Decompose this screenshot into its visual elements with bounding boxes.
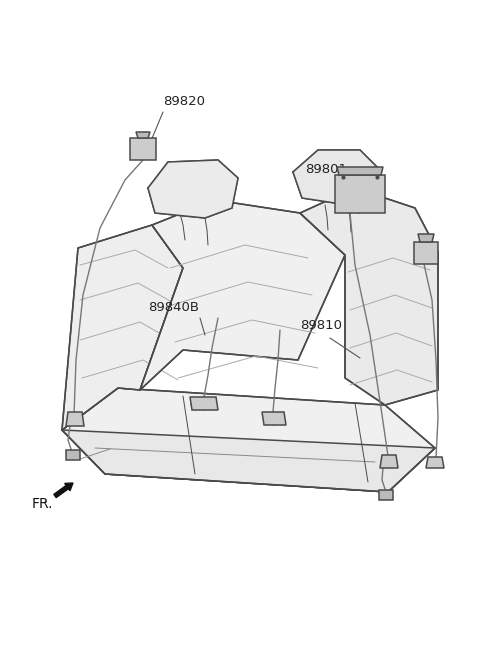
Polygon shape [62,225,183,430]
Polygon shape [379,490,393,500]
Text: 89801: 89801 [305,163,347,176]
Text: 89820: 89820 [163,95,205,108]
Polygon shape [337,167,383,175]
Polygon shape [335,175,385,213]
Text: 89810: 89810 [300,319,342,332]
Polygon shape [66,412,84,426]
Polygon shape [62,388,435,492]
Polygon shape [418,234,434,242]
Polygon shape [62,430,435,492]
Text: 89840B: 89840B [148,301,199,314]
Polygon shape [262,412,286,425]
Polygon shape [293,150,378,205]
Polygon shape [426,457,444,468]
Polygon shape [148,160,238,218]
FancyArrow shape [54,483,73,498]
Polygon shape [130,138,156,160]
Text: FR.: FR. [32,497,53,511]
Polygon shape [66,450,80,460]
Polygon shape [140,200,345,390]
Polygon shape [414,242,438,264]
Polygon shape [300,188,438,405]
Polygon shape [190,397,218,410]
Polygon shape [136,132,150,138]
Polygon shape [380,455,398,468]
